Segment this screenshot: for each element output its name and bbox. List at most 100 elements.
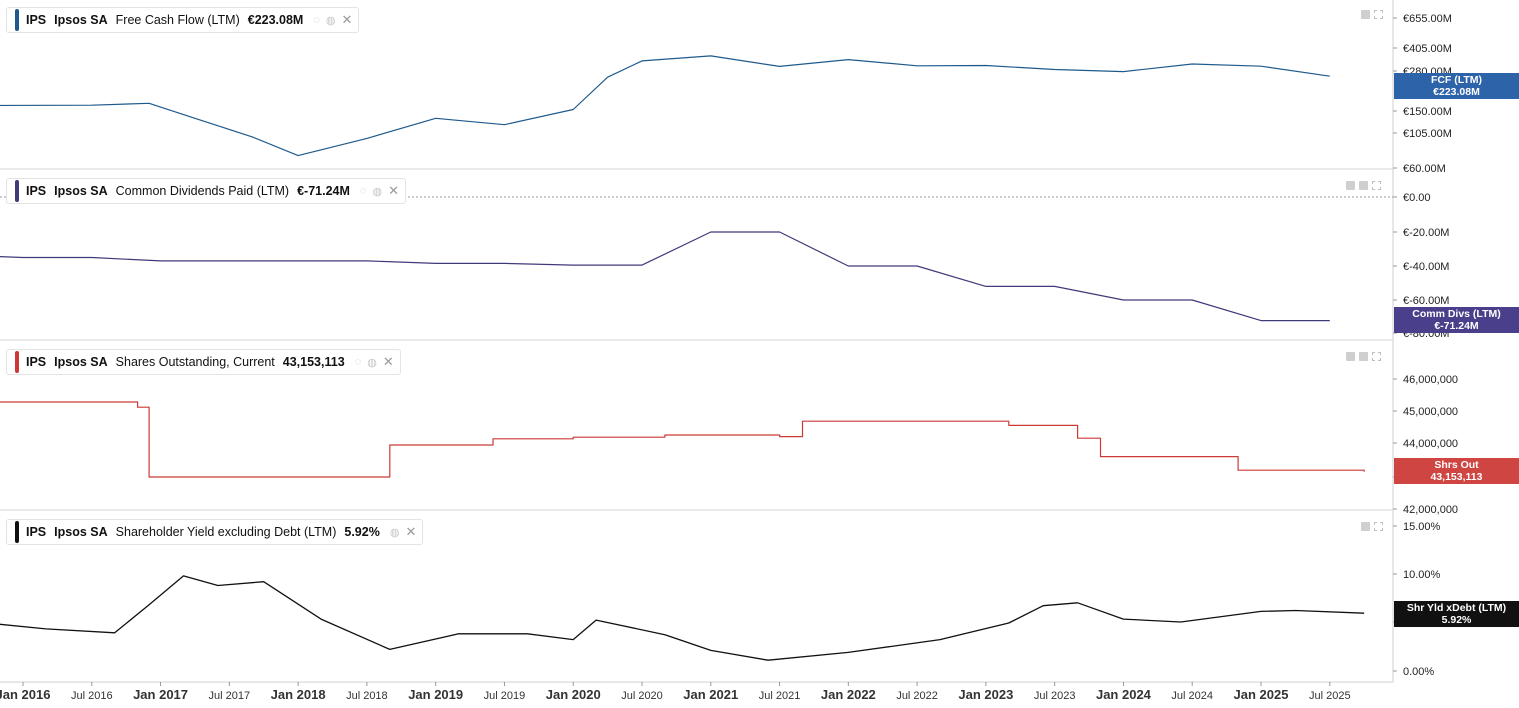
legend-free-cash-flow[interactable]: IPS Ipsos SA Free Cash Flow (LTM) €223.0…	[6, 7, 360, 33]
legend-shareholder-yield[interactable]: IPS Ipsos SA Shareholder Yield excluding…	[6, 519, 424, 545]
y-tick-label: €-20.00M	[1403, 227, 1449, 239]
tag-label: Comm Divs (LTM)	[1412, 308, 1501, 320]
y-tick-label: €-60.00M	[1403, 295, 1449, 307]
y-tick-label: 45,000,000	[1403, 406, 1458, 418]
tag-value: €-71.24M	[1434, 320, 1479, 332]
value-tag-yield: Shr Yld xDebt (LTM) 5.92%	[1394, 601, 1519, 627]
y-tick-label: €150.00M	[1403, 106, 1452, 118]
y-tick-label: €-40.00M	[1403, 261, 1449, 273]
panel-move-down-icon[interactable]	[1359, 181, 1368, 190]
series-color-swatch	[15, 9, 19, 31]
y-tick-label: 42,000,000	[1403, 504, 1458, 516]
settings-icon[interactable]: ◍	[372, 185, 383, 198]
palette-icon[interactable]: ◌	[359, 185, 367, 197]
panel-tools-3	[1346, 352, 1381, 361]
value-tag-fcf: FCF (LTM) €223.08M	[1394, 73, 1519, 99]
y-tick-label: 10.00%	[1403, 569, 1441, 581]
y-tick-label: 15.00%	[1403, 521, 1441, 533]
legend-company: Ipsos SA	[54, 355, 108, 369]
x-tick-label: Jan 2020	[546, 687, 601, 702]
y-tick-label: €405.00M	[1403, 43, 1452, 55]
x-tick-label: Jul 2023	[1034, 690, 1076, 702]
series-line-3	[0, 401, 1365, 478]
close-icon[interactable]: ✕	[405, 524, 417, 539]
close-icon[interactable]: ✕	[382, 354, 394, 369]
series-color-swatch	[15, 521, 19, 543]
palette-icon[interactable]: ◌	[313, 14, 320, 26]
tag-label: Shrs Out	[1434, 459, 1479, 471]
x-tick-label: Jan 2024	[1096, 687, 1152, 702]
series-line-4	[0, 575, 1365, 661]
x-tick-label: Jan 2017	[133, 687, 188, 702]
tag-label: Shr Yld xDebt (LTM)	[1406, 602, 1507, 614]
panel-tools-4	[1361, 522, 1383, 531]
close-icon[interactable]: ✕	[388, 183, 399, 198]
x-tick-label: Jul 2022	[896, 690, 938, 702]
panel-move-icon[interactable]	[1361, 10, 1370, 19]
x-tick-label: Jan 2025	[1234, 687, 1289, 702]
x-tick-label: Jan 2016	[0, 687, 50, 702]
x-tick-label: Jan 2019	[408, 687, 463, 702]
legend-ticker: IPS	[26, 184, 47, 198]
tag-value: €223.08M	[1433, 86, 1480, 98]
series-line-1	[0, 55, 1330, 157]
panel-expand-icon[interactable]	[1374, 522, 1383, 531]
tag-value: 5.92%	[1441, 614, 1472, 626]
legend-company: Ipsos SA	[54, 184, 108, 198]
x-tick-label: Jul 2018	[346, 690, 388, 702]
y-tick-label: 44,000,000	[1403, 438, 1458, 450]
panel-move-up-icon[interactable]	[1346, 352, 1355, 361]
panel-expand-icon[interactable]	[1374, 10, 1383, 19]
series-color-swatch	[15, 351, 19, 373]
x-tick-label: Jul 2020	[621, 690, 663, 702]
legend-metric: Shareholder Yield excluding Debt (LTM)	[115, 525, 337, 539]
x-tick-label: Jan 2018	[271, 687, 326, 702]
legend-metric: Shares Outstanding, Current	[115, 355, 275, 369]
series-line-2	[0, 231, 1330, 322]
x-tick-label: Jul 2016	[71, 690, 113, 702]
x-tick-label: Jan 2022	[821, 687, 876, 702]
x-tick-label: Jan 2021	[683, 687, 738, 702]
tag-label: FCF (LTM)	[1430, 74, 1483, 86]
y-tick-label: €105.00M	[1403, 128, 1452, 140]
y-tick-label: €60.00M	[1403, 163, 1446, 175]
x-tick-label: Jul 2025	[1309, 690, 1351, 702]
panel-move-up-icon[interactable]	[1346, 181, 1355, 190]
legend-ticker: IPS	[26, 13, 47, 27]
settings-icon[interactable]: ◍	[325, 14, 336, 27]
series-color-swatch	[15, 180, 19, 202]
value-tag-dividends: Comm Divs (LTM) €-71.24M	[1394, 307, 1519, 333]
panel-tools-2	[1346, 181, 1381, 190]
legend-company: Ipsos SA	[54, 13, 108, 27]
panel-expand-icon[interactable]	[1372, 181, 1381, 190]
x-tick-label: Jul 2017	[209, 690, 251, 702]
legend-value: 5.92%	[344, 525, 380, 539]
legend-shares-outstanding[interactable]: IPS Ipsos SA Shares Outstanding, Current…	[6, 349, 401, 375]
legend-value: €223.08M	[247, 13, 304, 27]
x-tick-label: Jul 2024	[1171, 690, 1213, 702]
settings-icon[interactable]: ◍	[389, 526, 400, 539]
close-icon[interactable]: ✕	[341, 12, 353, 27]
value-tag-shares: Shrs Out 43,153,113	[1394, 458, 1519, 484]
settings-icon[interactable]: ◍	[367, 356, 377, 369]
legend-metric: Common Dividends Paid (LTM)	[115, 184, 290, 198]
legend-ticker: IPS	[26, 355, 47, 369]
legend-value: 43,153,113	[282, 355, 345, 369]
palette-icon[interactable]: ◌	[354, 356, 362, 368]
legend-ticker: IPS	[26, 525, 47, 539]
panel-move-down-icon[interactable]	[1359, 352, 1368, 361]
panel-expand-icon[interactable]	[1372, 352, 1381, 361]
y-tick-label: 46,000,000	[1403, 374, 1458, 386]
y-tick-label: 0.00%	[1403, 666, 1434, 678]
x-tick-label: Jul 2021	[759, 690, 801, 702]
panel-move-icon[interactable]	[1361, 522, 1370, 531]
x-tick-label: Jul 2019	[484, 690, 526, 702]
y-tick-label: €655.00M	[1403, 13, 1452, 25]
legend-metric: Free Cash Flow (LTM)	[115, 13, 240, 27]
legend-company: Ipsos SA	[54, 525, 108, 539]
panel-tools-1	[1361, 10, 1383, 19]
y-tick-label: €0.00	[1403, 192, 1431, 204]
legend-common-dividends[interactable]: IPS Ipsos SA Common Dividends Paid (LTM)…	[6, 178, 406, 204]
x-tick-label: Jan 2023	[958, 687, 1013, 702]
